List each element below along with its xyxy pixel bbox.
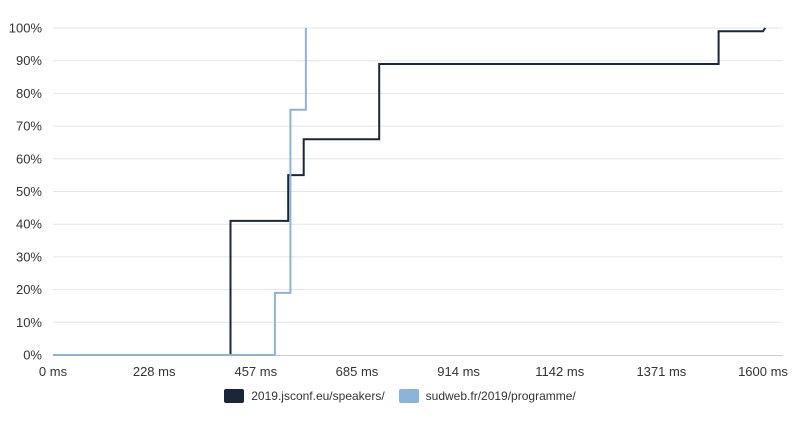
y-tick-label: 50%	[16, 184, 42, 199]
x-tick-label: 1600 ms	[738, 364, 788, 379]
legend-item-jsconf[interactable]: 2019.jsconf.eu/speakers/	[224, 389, 385, 403]
y-tick-label: 80%	[16, 86, 42, 101]
series-line-1[interactable]	[53, 28, 307, 356]
y-tick-label: 60%	[16, 151, 42, 166]
y-tick-label: 0%	[23, 348, 42, 363]
y-tick-label: 70%	[16, 119, 42, 134]
legend-label-sudweb: sudweb.fr/2019/programme/	[425, 389, 576, 403]
legend: 2019.jsconf.eu/speakers/ sudweb.fr/2019/…	[0, 389, 800, 403]
x-tick-label: 914 ms	[437, 364, 480, 379]
y-tick-label: 30%	[16, 249, 42, 264]
y-tick-label: 20%	[16, 282, 42, 297]
legend-swatch-jsconf	[224, 389, 245, 403]
tick-labels: 0% 10% 20% 30% 40% 50% 60% 70% 80% 90% 100% 0 ms 228…	[9, 21, 789, 380]
legend-label-jsconf: 2019.jsconf.eu/speakers/	[251, 389, 385, 403]
x-tick-label: 457 ms	[234, 364, 277, 379]
y-tick-label: 10%	[16, 315, 42, 330]
x-tick-label: 1371 ms	[636, 364, 686, 379]
y-tick-label: 40%	[16, 217, 42, 232]
x-tick-label: 1142 ms	[535, 364, 584, 379]
grid	[53, 27, 783, 323]
x-tick-label: 228 ms	[133, 364, 176, 379]
y-tick-label: 100%	[9, 21, 43, 36]
legend-swatch-sudweb	[398, 389, 419, 403]
x-tick-label: 0 ms	[39, 364, 68, 379]
x-tick-label: 685 ms	[336, 364, 379, 379]
series-lines	[53, 27, 767, 356]
legend-item-sudweb[interactable]: sudweb.fr/2019/programme/	[398, 389, 576, 403]
y-tick-label: 90%	[16, 53, 42, 68]
series-line-0[interactable]	[53, 27, 767, 356]
